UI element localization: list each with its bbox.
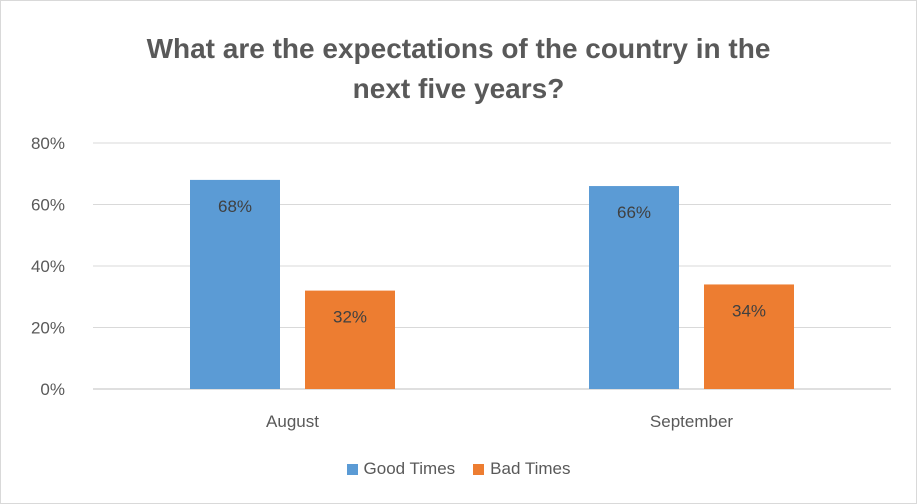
bar (704, 284, 794, 389)
bar (305, 290, 395, 389)
chart-title-line-2: next five years? (352, 73, 565, 104)
bar (589, 186, 679, 389)
y-tick-label: 20% (31, 319, 65, 338)
bar (190, 179, 280, 389)
legend-swatch (346, 463, 358, 475)
y-tick-label: 0% (40, 380, 65, 399)
data-label: 32% (333, 308, 367, 327)
chart-title: What are the expectations of the country… (1, 29, 916, 109)
x-tick-label: August (266, 412, 319, 431)
data-label: 34% (732, 301, 766, 320)
y-tick-label: 80% (31, 134, 65, 153)
legend-label: Bad Times (490, 459, 571, 478)
legend-item: Good Times (346, 459, 456, 479)
y-tick-label: 40% (31, 257, 65, 276)
x-tick-label: September (650, 412, 733, 431)
chart-title-line-1: What are the expectations of the country… (146, 33, 771, 64)
legend-swatch (473, 463, 485, 475)
data-label: 68% (218, 197, 252, 216)
y-tick-label: 60% (31, 196, 65, 215)
data-label: 66% (617, 203, 651, 222)
chart-legend: Good Times Bad Times (1, 459, 916, 479)
legend-item: Bad Times (473, 459, 570, 479)
legend-label: Good Times (363, 459, 456, 478)
